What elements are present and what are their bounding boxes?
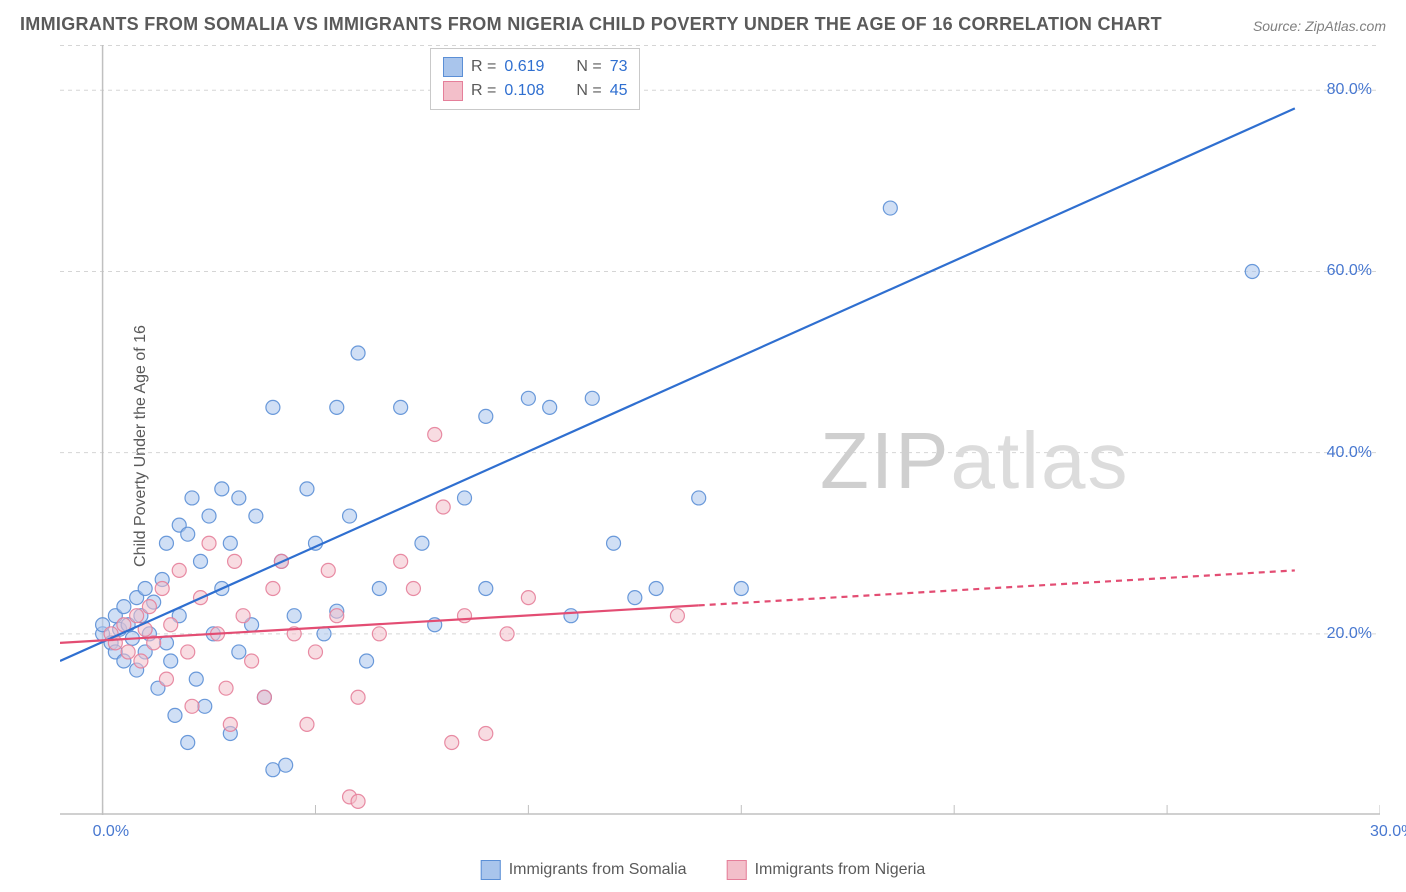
scatter-svg	[60, 45, 1380, 815]
r-label: R =	[471, 82, 496, 100]
legend-label: Immigrants from Somalia	[509, 861, 687, 879]
legend-swatch	[443, 57, 463, 77]
legend-row: R = 0.619 N = 73	[443, 55, 627, 79]
legend-swatch	[727, 860, 747, 880]
x-tick-label: 30.0%	[1370, 823, 1406, 841]
source-label: Source: ZipAtlas.com	[1253, 18, 1386, 34]
y-tick-label: 40.0%	[1327, 444, 1372, 462]
r-label: R =	[471, 58, 496, 76]
legend-item: Immigrants from Nigeria	[727, 860, 926, 880]
y-tick-label: 60.0%	[1327, 262, 1372, 280]
x-tick-label: 0.0%	[93, 823, 129, 841]
legend-row: R = 0.108 N = 45	[443, 79, 627, 103]
n-value: 45	[610, 82, 628, 100]
y-tick-label: 80.0%	[1327, 81, 1372, 99]
legend-label: Immigrants from Nigeria	[755, 861, 926, 879]
chart-container: IMMIGRANTS FROM SOMALIA VS IMMIGRANTS FR…	[0, 0, 1406, 892]
correlation-legend: R = 0.619 N = 73 R = 0.108 N = 45	[430, 48, 640, 110]
legend-item: Immigrants from Somalia	[481, 860, 687, 880]
legend-swatch	[443, 81, 463, 101]
plot-area: ZIPatlas 20.0%40.0%60.0%80.0% 0.0%30.0%	[60, 45, 1380, 815]
series-legend: Immigrants from Somalia Immigrants from N…	[481, 860, 926, 880]
chart-title: IMMIGRANTS FROM SOMALIA VS IMMIGRANTS FR…	[20, 14, 1162, 35]
n-label: N =	[576, 82, 601, 100]
legend-swatch	[481, 860, 501, 880]
n-value: 73	[610, 58, 628, 76]
n-label: N =	[576, 58, 601, 76]
r-value: 0.619	[504, 58, 556, 76]
r-value: 0.108	[504, 82, 556, 100]
y-tick-label: 20.0%	[1327, 625, 1372, 643]
